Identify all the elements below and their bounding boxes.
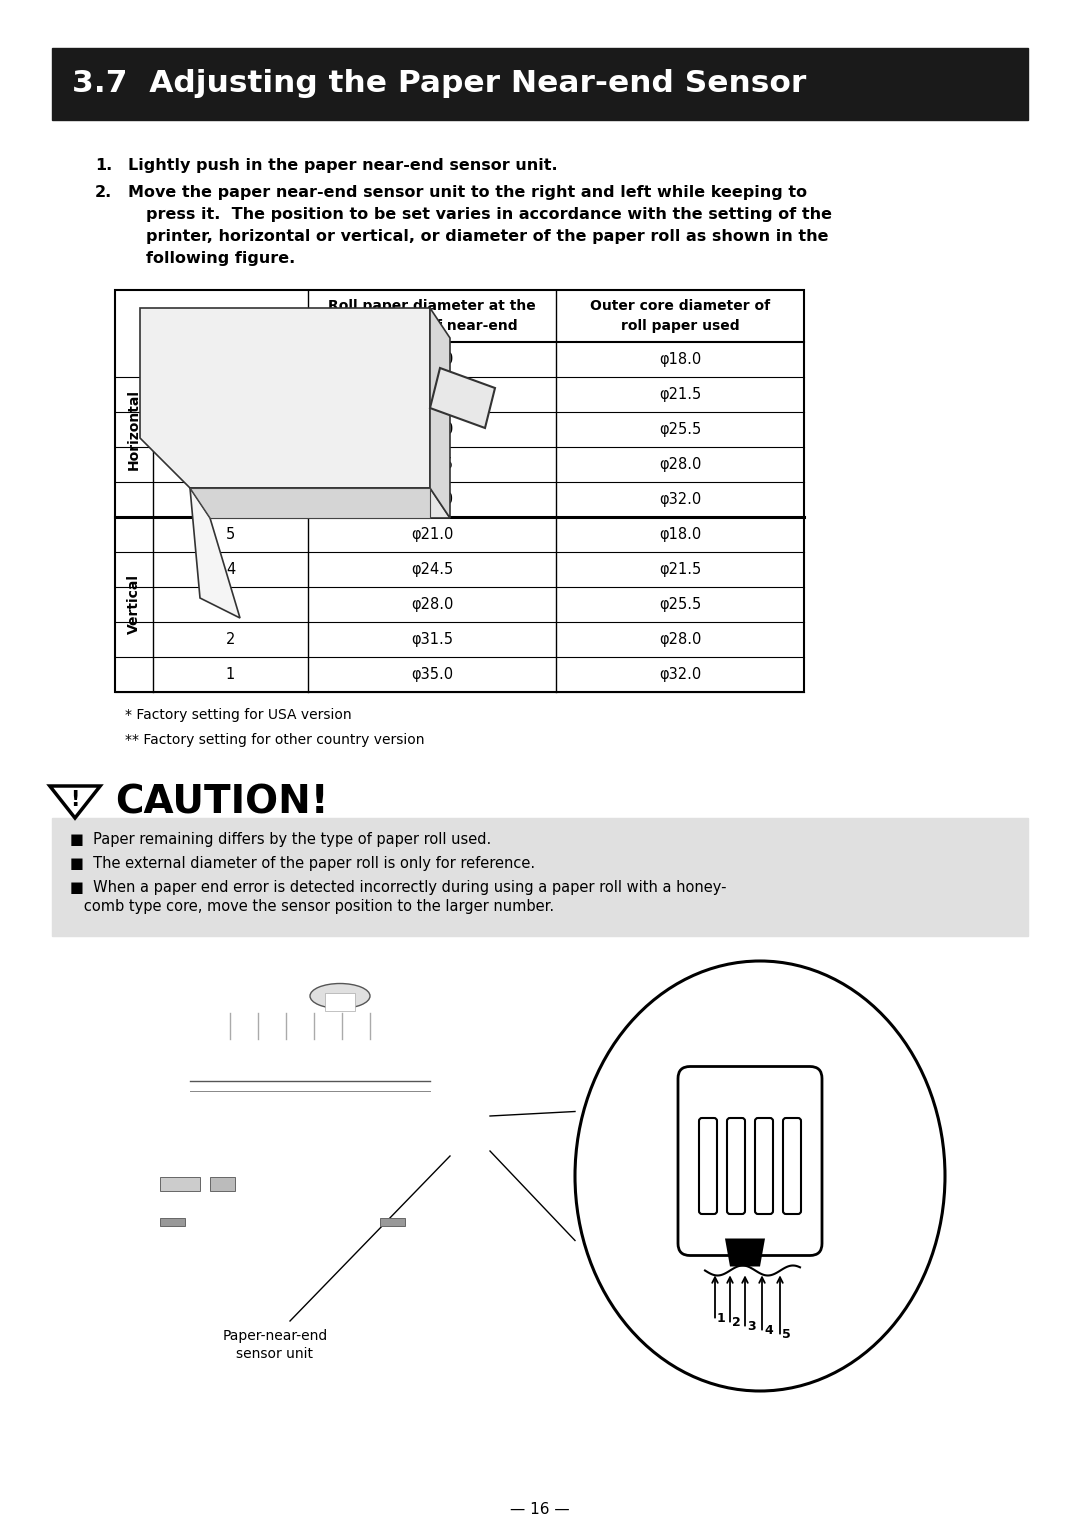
Text: 4: 4 — [764, 1324, 773, 1338]
Text: φ24.5: φ24.5 — [410, 387, 454, 402]
FancyBboxPatch shape — [755, 1118, 773, 1214]
Text: ■  The external diameter of the paper roll is only for reference.: ■ The external diameter of the paper rol… — [70, 856, 535, 872]
Text: Lightly push in the paper near-end sensor unit.: Lightly push in the paper near-end senso… — [129, 157, 557, 173]
Text: φ21.5: φ21.5 — [659, 563, 701, 576]
Bar — [210, 1177, 235, 1191]
Text: press it.  The position to be set varies in accordance with the setting of the: press it. The position to be set varies … — [146, 206, 832, 222]
Text: Vertical: Vertical — [127, 575, 141, 635]
Bar — [114, 291, 804, 693]
Polygon shape — [190, 488, 450, 518]
Text: φ21.0: φ21.0 — [410, 352, 454, 367]
FancyBboxPatch shape — [678, 1067, 822, 1255]
Bar — [160, 1219, 185, 1226]
Text: φ25.5: φ25.5 — [659, 422, 701, 437]
Text: 2.: 2. — [95, 185, 112, 200]
Text: Roll paper diameter at the
detection of near-end: Roll paper diameter at the detection of … — [328, 300, 536, 333]
Text: Move the paper near-end sensor unit to the right and left while keeping to: Move the paper near-end sensor unit to t… — [129, 185, 807, 200]
Text: 4: 4 — [226, 457, 235, 472]
Text: Sensor Position: Sensor Position — [170, 309, 292, 323]
Text: 3: 3 — [226, 596, 235, 612]
Text: * Factory setting for USA version: * Factory setting for USA version — [125, 708, 352, 722]
Text: ■  When a paper end error is detected incorrectly during using a paper roll with: ■ When a paper end error is detected inc… — [70, 881, 727, 894]
Text: 1: 1 — [717, 1312, 726, 1326]
Text: 5: 5 — [226, 528, 235, 541]
Text: φ35.0: φ35.0 — [410, 667, 454, 682]
Text: ** Factory setting for other country version: ** Factory setting for other country ver… — [125, 732, 424, 748]
Polygon shape — [190, 488, 430, 518]
Polygon shape — [140, 307, 430, 488]
Bar — [52, 818, 1028, 936]
Text: CAUTION!: CAUTION! — [114, 783, 328, 821]
Text: Horizontal: Horizontal — [127, 388, 141, 469]
Text: φ24.5: φ24.5 — [410, 563, 454, 576]
Text: — 16 —: — 16 — — [510, 1503, 570, 1517]
Text: φ28.0: φ28.0 — [410, 422, 454, 437]
FancyBboxPatch shape — [783, 1118, 801, 1214]
Text: φ32.0: φ32.0 — [659, 492, 701, 508]
Text: printer, horizontal or vertical, or diameter of the paper roll as shown in the: printer, horizontal or vertical, or diam… — [146, 229, 828, 245]
Text: 3: 3 — [226, 422, 235, 437]
Text: Outer core diameter of
roll paper used: Outer core diameter of roll paper used — [590, 300, 770, 333]
Text: φ28.0: φ28.0 — [659, 457, 701, 472]
Text: 2: 2 — [732, 1316, 741, 1330]
FancyBboxPatch shape — [699, 1118, 717, 1214]
Text: φ28.0: φ28.0 — [659, 631, 701, 647]
Text: φ18.0: φ18.0 — [659, 528, 701, 541]
Polygon shape — [725, 1238, 765, 1266]
Text: φ32.0: φ32.0 — [659, 667, 701, 682]
Text: φ18.0: φ18.0 — [659, 352, 701, 367]
Polygon shape — [430, 368, 495, 428]
Polygon shape — [190, 488, 240, 618]
Text: 3: 3 — [747, 1321, 756, 1333]
Text: φ25.5: φ25.5 — [659, 596, 701, 612]
Text: ■  Paper remaining differs by the type of paper roll used.: ■ Paper remaining differs by the type of… — [70, 832, 491, 847]
Bar — [380, 1219, 405, 1226]
Text: 3.7  Adjusting the Paper Near-end Sensor: 3.7 Adjusting the Paper Near-end Sensor — [72, 69, 807, 98]
Ellipse shape — [310, 983, 370, 1009]
Text: φ35.0: φ35.0 — [410, 492, 454, 508]
Text: φ31.5: φ31.5 — [411, 631, 453, 647]
Text: following figure.: following figure. — [146, 251, 295, 266]
Text: comb type core, move the sensor position to the larger number.: comb type core, move the sensor position… — [70, 899, 554, 914]
Text: Paper-near-end
sensor unit: Paper-near-end sensor unit — [222, 1329, 327, 1361]
Text: !: ! — [70, 790, 80, 810]
Bar — [325, 992, 355, 1011]
Text: φ28.0: φ28.0 — [410, 596, 454, 612]
Text: 4: 4 — [226, 563, 235, 576]
Text: 5: 5 — [782, 1329, 791, 1341]
Text: **1: **1 — [218, 352, 243, 367]
Bar — [52, 47, 1028, 119]
Text: 1.: 1. — [95, 157, 112, 173]
Text: φ21.0: φ21.0 — [410, 528, 454, 541]
Text: 1: 1 — [226, 667, 235, 682]
Text: 2: 2 — [226, 631, 235, 647]
Polygon shape — [430, 307, 450, 518]
Text: 5: 5 — [226, 492, 235, 508]
Ellipse shape — [575, 962, 945, 1391]
Text: φ31.5: φ31.5 — [411, 457, 453, 472]
Text: *2: *2 — [222, 387, 239, 402]
FancyBboxPatch shape — [727, 1118, 745, 1214]
Text: φ21.5: φ21.5 — [659, 387, 701, 402]
Bar — [160, 1177, 200, 1191]
